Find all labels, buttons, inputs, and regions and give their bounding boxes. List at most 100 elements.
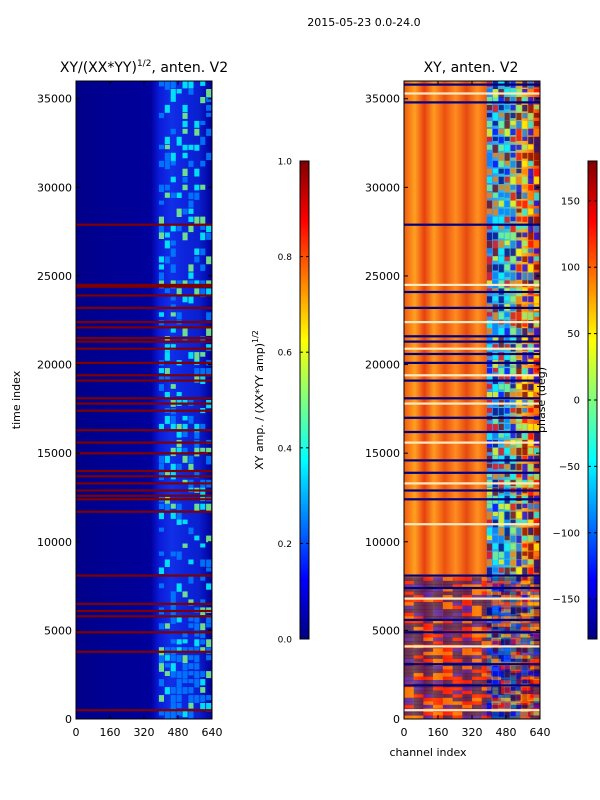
- heatmap-cell: [433, 641, 443, 645]
- heatmap-cell: [498, 128, 504, 135]
- heatmap-cell: [510, 623, 521, 628]
- heatmap-cell: [498, 184, 504, 191]
- heatmap-cell: [492, 144, 498, 153]
- heatmap-cell: [528, 312, 534, 321]
- heatmap-cell: [472, 584, 482, 589]
- heatmap-cell: [404, 655, 414, 659]
- heatmap-cell: [170, 304, 176, 309]
- heatmap-cell: [182, 519, 188, 525]
- heatmap-cell: [528, 320, 534, 329]
- heatmap-cell: [423, 637, 434, 642]
- heatmap-cell: [492, 328, 498, 336]
- heatmap-cell: [510, 463, 516, 470]
- heatmap-cell: [170, 511, 176, 519]
- colorbar-tick-label: 50: [567, 329, 580, 340]
- heatmap-cell: [528, 232, 534, 240]
- heatmap-cell: [452, 594, 463, 599]
- heatmap-cell: [486, 104, 492, 111]
- heatmap-cell: [472, 715, 482, 719]
- heatmap-cell: [491, 655, 502, 659]
- heatmap-cell: [164, 687, 170, 695]
- heatmap-cell: [206, 89, 212, 98]
- heatmap-cell: [510, 200, 516, 207]
- heatmap-cell: [423, 580, 434, 585]
- heatmap-cell: [164, 288, 170, 293]
- heatmap-cell: [433, 648, 443, 652]
- heatmap-cell: [486, 344, 492, 351]
- heatmap-cell: [481, 616, 492, 620]
- colorbar-tick-label: 0.8: [278, 253, 293, 263]
- heatmap-cell: [472, 598, 482, 603]
- heatmap-cell: [522, 543, 528, 548]
- heatmap-cell: [530, 680, 540, 684]
- heatmap-cell: [534, 479, 540, 485]
- heatmap-cell: [522, 200, 528, 209]
- heatmap-cell: [481, 687, 492, 691]
- heatmap-cell: [194, 695, 200, 703]
- heatmap-cell: [486, 232, 492, 241]
- heatmap-cell: [501, 701, 511, 706]
- heatmap-cell: [528, 447, 534, 455]
- heatmap-cell: [486, 535, 492, 541]
- heatmap-cell: [170, 81, 176, 89]
- heatmap-cell: [170, 711, 176, 719]
- heatmap-cell: [492, 288, 498, 293]
- heatmap-cell: [534, 511, 540, 518]
- flagged-row: [76, 337, 212, 340]
- heatmap-cell: [481, 612, 492, 617]
- heatmap-cell: [170, 615, 176, 624]
- flagged-row: [404, 631, 540, 634]
- heatmap-cell: [498, 511, 504, 520]
- heatmap-cell: [510, 232, 516, 241]
- heatmap-cell: [522, 168, 528, 175]
- heatmap-cell: [200, 248, 206, 256]
- heatmap-cell: [498, 200, 504, 207]
- heatmap-cell: [520, 605, 531, 610]
- flagged-row: [404, 361, 540, 364]
- heatmap-cell: [404, 619, 414, 624]
- heatmap-cell: [516, 120, 522, 130]
- flagged-row: [76, 306, 212, 309]
- heatmap-cell: [501, 641, 511, 645]
- heatmap-cell: [501, 694, 511, 698]
- heatmap-cell: [520, 704, 531, 709]
- heatmap-cell: [413, 715, 424, 719]
- heatmap-cell: [498, 543, 504, 553]
- heatmap-cell: [534, 320, 540, 327]
- heatmap-cell: [504, 328, 510, 336]
- heatmap-cell: [170, 240, 176, 246]
- heatmap-cell: [516, 168, 522, 174]
- heatmap-cell: [206, 104, 212, 111]
- heatmap-cell: [462, 655, 472, 659]
- flagged-row: [76, 498, 212, 501]
- x-tick-label: 0: [401, 726, 408, 739]
- heatmap-cell: [206, 535, 212, 543]
- heatmap-cell: [522, 352, 528, 360]
- heatmap-cell: [462, 602, 472, 606]
- heatmap-cell: [200, 575, 206, 581]
- heatmap-cell: [492, 423, 498, 432]
- heatmap-cell: [170, 192, 176, 198]
- heatmap-cell: [530, 612, 540, 617]
- heatmap-cell: [182, 144, 188, 151]
- heatmap-cell: [164, 136, 170, 145]
- heatmap-cell: [491, 665, 502, 670]
- heatmap-cell: [462, 594, 472, 599]
- heatmap-cell: [516, 503, 522, 510]
- heatmap-cell: [404, 616, 414, 620]
- heatmap-cell: [486, 144, 492, 150]
- heatmap-cell: [176, 551, 182, 560]
- heatmap-cell: [520, 584, 531, 589]
- heatmap-cell: [516, 104, 522, 113]
- heatmap-cell: [510, 527, 516, 534]
- heatmap-cell: [510, 240, 516, 249]
- heatmap-cell: [530, 704, 540, 709]
- heatmap-cell: [534, 208, 540, 214]
- heatmap-cell: [516, 392, 522, 397]
- heatmap-cell: [491, 687, 502, 691]
- heatmap-cell: [528, 503, 534, 510]
- heatmap-cell: [481, 602, 492, 606]
- heatmap-cell: [176, 695, 182, 702]
- heatmap-cell: [442, 602, 453, 606]
- heatmap-cell: [472, 648, 482, 652]
